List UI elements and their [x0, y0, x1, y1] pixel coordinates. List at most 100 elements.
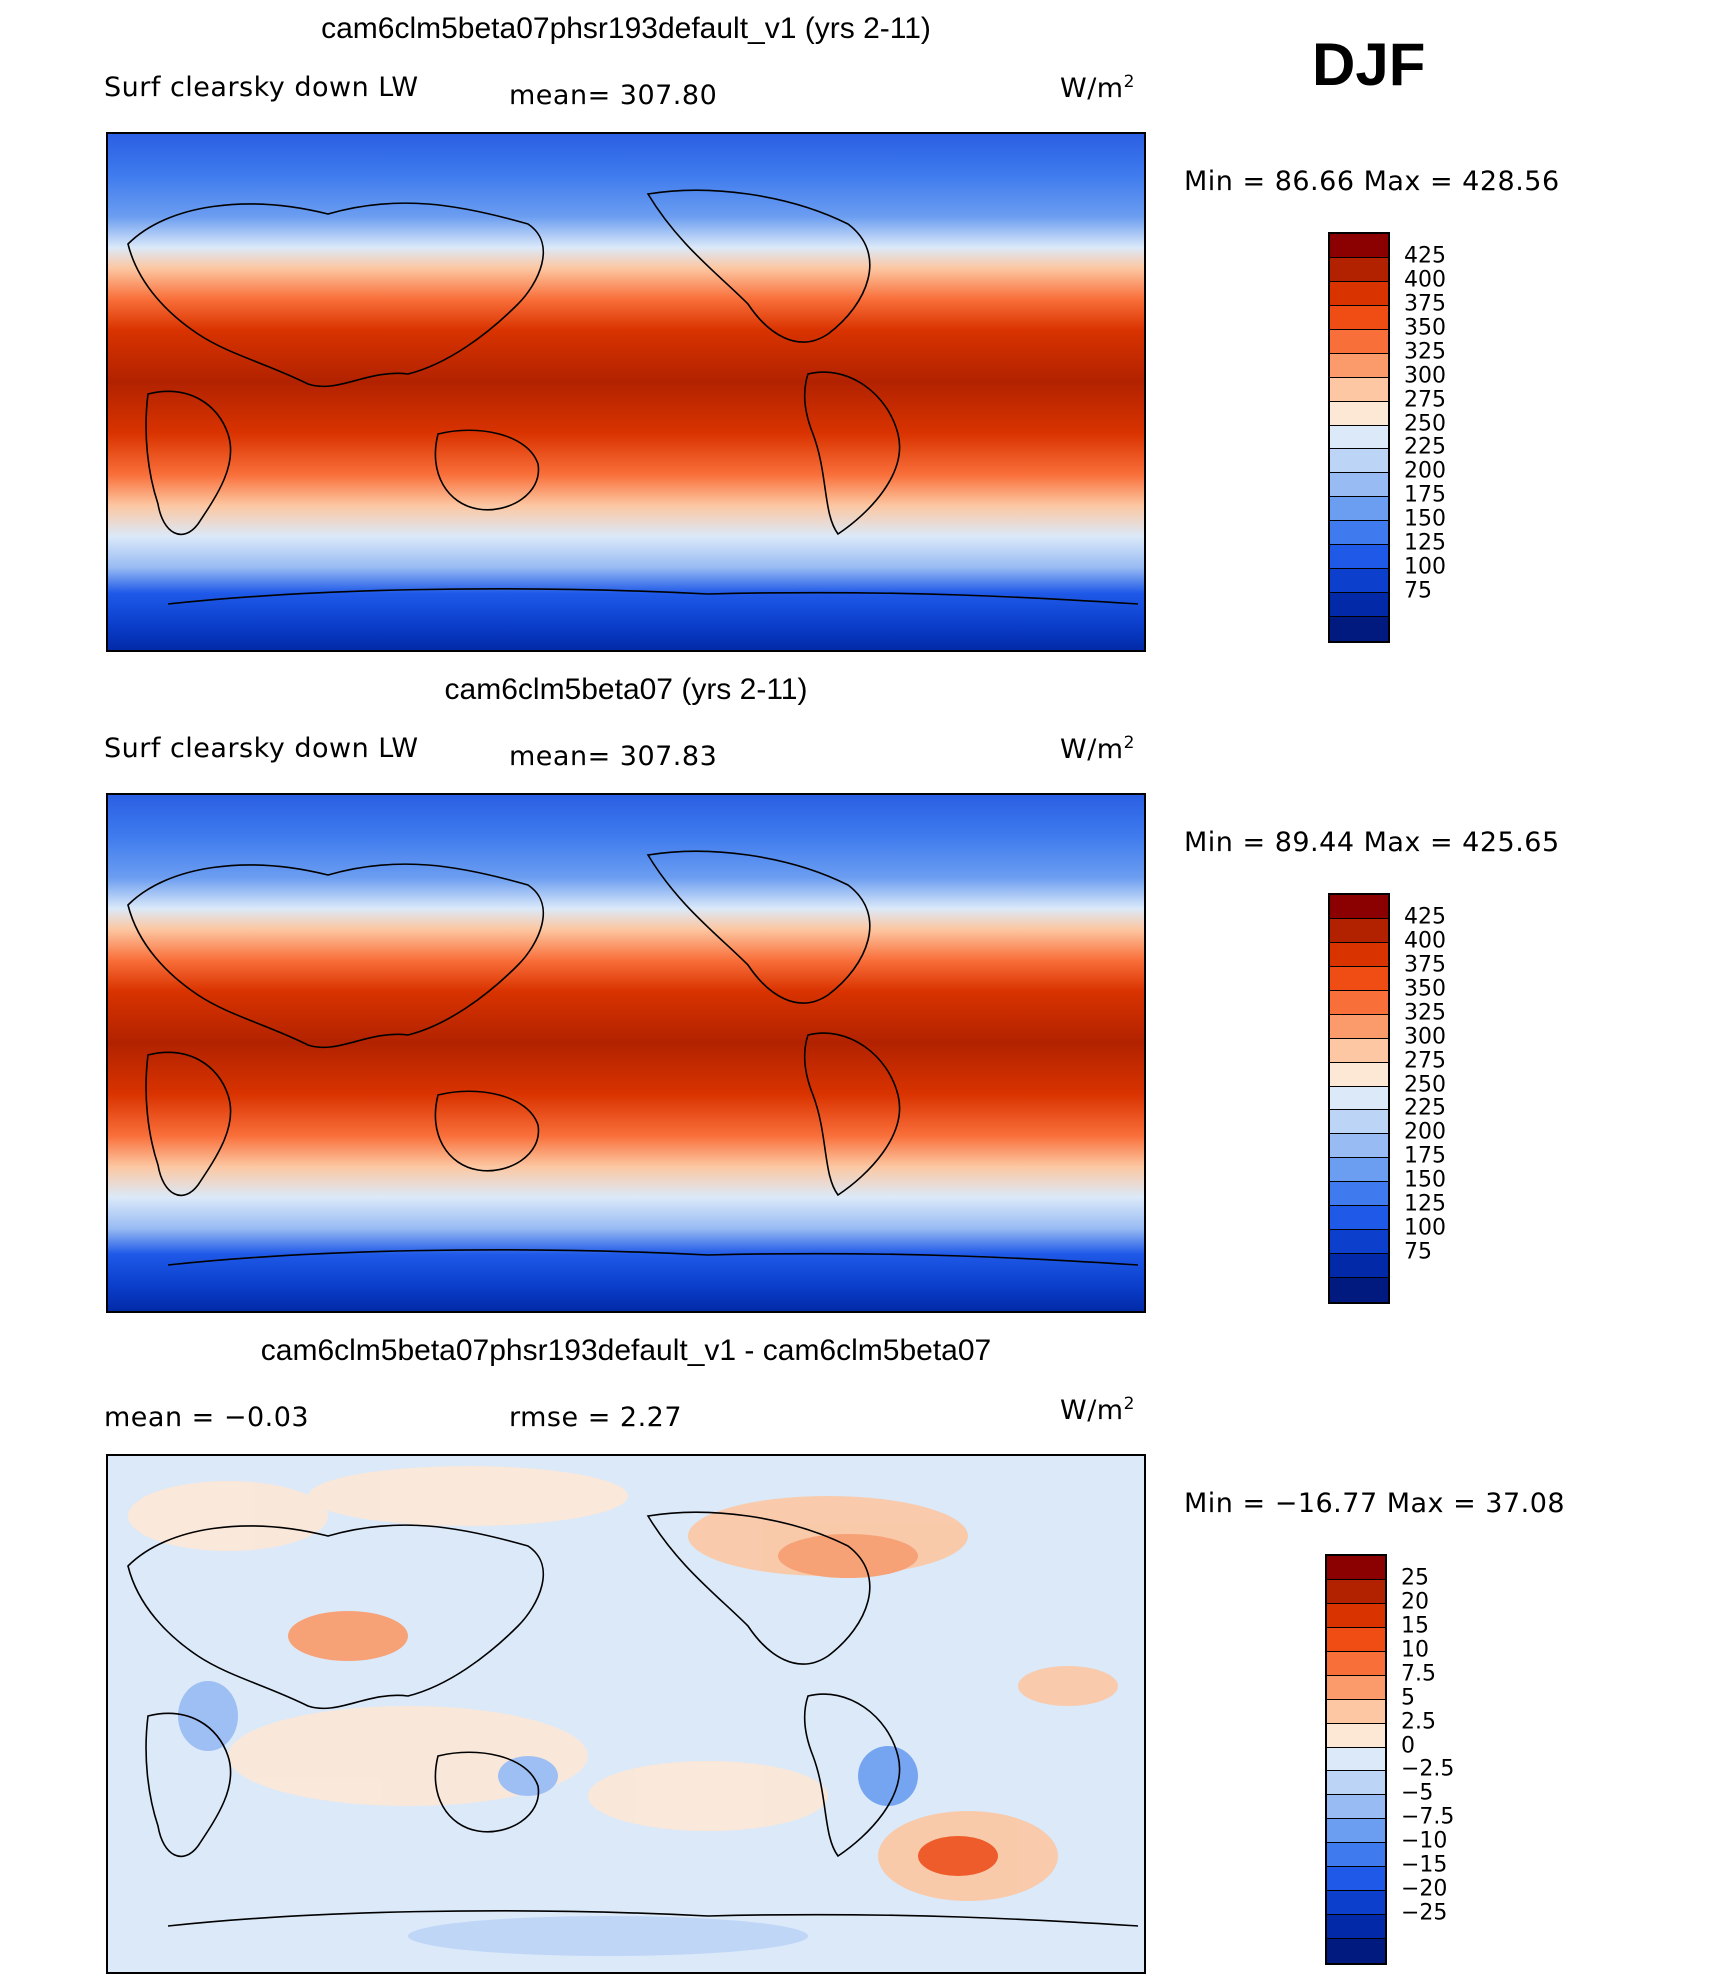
- colorbar-segment: [1330, 281, 1388, 306]
- colorbar-segment: [1327, 1627, 1385, 1652]
- colorbar-segment: [1327, 1915, 1385, 1939]
- colorbar-tick-label: −7.5: [1401, 1804, 1455, 1830]
- colorbar-segment: [1330, 545, 1388, 570]
- panel-1-title: cam6clm5beta07phsr193default_v1 (yrs 2-1…: [321, 12, 931, 45]
- colorbar-tick-label: 300: [1404, 363, 1446, 389]
- colorbar-segment: [1327, 1675, 1385, 1700]
- colorbar-tick-label: −10: [1401, 1828, 1448, 1854]
- colorbar-tick-label: 10: [1401, 1637, 1429, 1663]
- colorbar-segment: [1330, 569, 1388, 594]
- panel-2-units: W/m2: [1060, 733, 1135, 765]
- colorbar-tick-label: 7.5: [1401, 1661, 1436, 1687]
- colorbar-tick-label: 225: [1404, 434, 1446, 460]
- colorbar-tick-label: −25: [1401, 1900, 1448, 1926]
- colorbar-tick-label: 175: [1404, 482, 1446, 508]
- panel-1-map: [106, 132, 1146, 652]
- colorbar-tick-label: 2.5: [1401, 1709, 1436, 1735]
- colorbar-tick-label: 325: [1404, 339, 1446, 365]
- colorbar-tick-label: 250: [1404, 411, 1446, 437]
- colorbar-tick-label: −2.5: [1401, 1756, 1455, 1782]
- colorbar-tick-label: −5: [1401, 1780, 1434, 1806]
- colorbar-segment: [1330, 1110, 1388, 1135]
- colorbar-segment: [1327, 1603, 1385, 1628]
- colorbar-segment: [1330, 449, 1388, 474]
- colorbar-segment: [1327, 1699, 1385, 1724]
- colorbar-segment: [1330, 617, 1388, 641]
- colorbar-tick-label: 75: [1404, 1239, 1432, 1265]
- colorbar-tick-label: 125: [1404, 530, 1446, 556]
- colorbar-segment: [1330, 1086, 1388, 1111]
- colorbar-segment: [1330, 1038, 1388, 1063]
- colorbar-segment: [1330, 497, 1388, 522]
- colorbar-segment: [1330, 990, 1388, 1015]
- colorbar-segment: [1330, 918, 1388, 943]
- colorbar-segment: [1327, 1651, 1385, 1676]
- colorbar-segment: [1330, 234, 1388, 258]
- colorbar-segment: [1327, 1819, 1385, 1844]
- panel-3-units: W/m2: [1060, 1394, 1135, 1426]
- colorbar-segment: [1327, 1556, 1385, 1580]
- colorbar-tick-label: 20: [1401, 1589, 1429, 1615]
- colorbar-tick-label: 325: [1404, 1000, 1446, 1026]
- colorbar-tick-label: 175: [1404, 1143, 1446, 1169]
- colorbar-tick-label: 350: [1404, 976, 1446, 1002]
- panel-2-minmax: Min = 89.44 Max = 425.65: [1184, 827, 1560, 858]
- colorbar-segment: [1330, 1062, 1388, 1087]
- colorbar-segment: [1330, 329, 1388, 354]
- panel-2-title: cam6clm5beta07 (yrs 2-11): [444, 673, 808, 706]
- colorbar-segment: [1330, 305, 1388, 330]
- colorbar-tick-label: 125: [1404, 1191, 1446, 1217]
- colorbar-segment: [1330, 353, 1388, 378]
- colorbar-segment: [1327, 1867, 1385, 1892]
- colorbar-tick-label: 350: [1404, 315, 1446, 341]
- colorbar-segment: [1330, 1182, 1388, 1207]
- colorbar-tick-label: 5: [1401, 1685, 1415, 1711]
- colorbar-tick-label: −20: [1401, 1876, 1448, 1902]
- colorbar-segment: [1330, 942, 1388, 967]
- panel-3-colorbar: [1325, 1554, 1387, 1965]
- colorbar-tick-label: 250: [1404, 1072, 1446, 1098]
- panel-1-variable: Surf clearsky down LW: [104, 72, 419, 103]
- colorbar-segment: [1327, 1939, 1385, 1963]
- colorbar-segment: [1330, 377, 1388, 402]
- panel-1-minmax: Min = 86.66 Max = 428.56: [1184, 166, 1560, 197]
- colorbar-tick-label: 0: [1401, 1733, 1415, 1759]
- colorbar-tick-label: 25: [1401, 1565, 1429, 1591]
- colorbar-tick-label: 150: [1404, 506, 1446, 532]
- colorbar-segment: [1330, 1278, 1388, 1302]
- colorbar-segment: [1327, 1795, 1385, 1820]
- colorbar-segment: [1327, 1579, 1385, 1604]
- colorbar-segment: [1330, 966, 1388, 991]
- colorbar-tick-label: 400: [1404, 928, 1446, 954]
- colorbar-segment: [1330, 1014, 1388, 1039]
- colorbar-tick-label: 300: [1404, 1024, 1446, 1050]
- panel-1-mean: mean= 307.80: [509, 80, 718, 111]
- colorbar-tick-label: 75: [1404, 578, 1432, 604]
- panel-3-rmse: rmse = 2.27: [509, 1402, 683, 1433]
- colorbar-segment: [1330, 473, 1388, 498]
- colorbar-segment: [1330, 1206, 1388, 1231]
- panel-2-variable: Surf clearsky down LW: [104, 733, 419, 764]
- colorbar-segment: [1330, 1254, 1388, 1278]
- colorbar-tick-label: 225: [1404, 1095, 1446, 1121]
- colorbar-tick-label: 425: [1404, 243, 1446, 269]
- panel-1-units: W/m2: [1060, 72, 1135, 104]
- colorbar-segment: [1330, 1230, 1388, 1255]
- colorbar-tick-label: 375: [1404, 291, 1446, 317]
- panel-2-colorbar: [1328, 893, 1390, 1304]
- colorbar-segment: [1330, 593, 1388, 617]
- colorbar-segment: [1330, 257, 1388, 282]
- season-label: DJF: [1312, 31, 1426, 98]
- colorbar-segment: [1330, 895, 1388, 919]
- colorbar-tick-label: 275: [1404, 1048, 1446, 1074]
- colorbar-segment: [1327, 1723, 1385, 1748]
- colorbar-segment: [1327, 1891, 1385, 1916]
- colorbar-segment: [1330, 401, 1388, 426]
- panel-3-minmax: Min = −16.77 Max = 37.08: [1184, 1488, 1566, 1519]
- panel-3-title: cam6clm5beta07phsr193default_v1 - cam6cl…: [260, 1334, 992, 1367]
- colorbar-segment: [1330, 425, 1388, 450]
- colorbar-tick-label: 375: [1404, 952, 1446, 978]
- colorbar-segment: [1327, 1843, 1385, 1868]
- colorbar-tick-label: 15: [1401, 1613, 1429, 1639]
- colorbar-tick-label: 100: [1404, 554, 1446, 580]
